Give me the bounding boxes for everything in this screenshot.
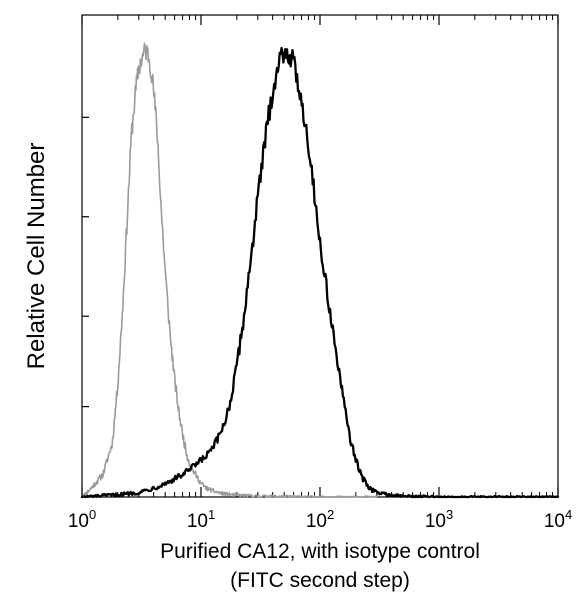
x-tick-label-3: 103 xyxy=(425,507,453,532)
x-axis-label-line1: Purified CA12, with isotype control xyxy=(160,540,480,563)
series-CA12 xyxy=(80,46,560,499)
x-tick-label-2: 102 xyxy=(306,507,334,532)
x-axis-label-line2: (FITC second step) xyxy=(230,569,410,592)
x-tick-label-0: 100 xyxy=(68,507,96,532)
series-isotype-control xyxy=(81,42,378,498)
y-axis-ticks xyxy=(82,116,89,498)
x-tick-label-1: 101 xyxy=(187,507,215,532)
x-axis-tick-labels: 100 101 102 103 104 xyxy=(68,507,572,532)
x-tick-label-4: 104 xyxy=(544,507,572,532)
y-axis-label: Relative Cell Number xyxy=(23,143,50,370)
series-layer xyxy=(80,42,560,499)
